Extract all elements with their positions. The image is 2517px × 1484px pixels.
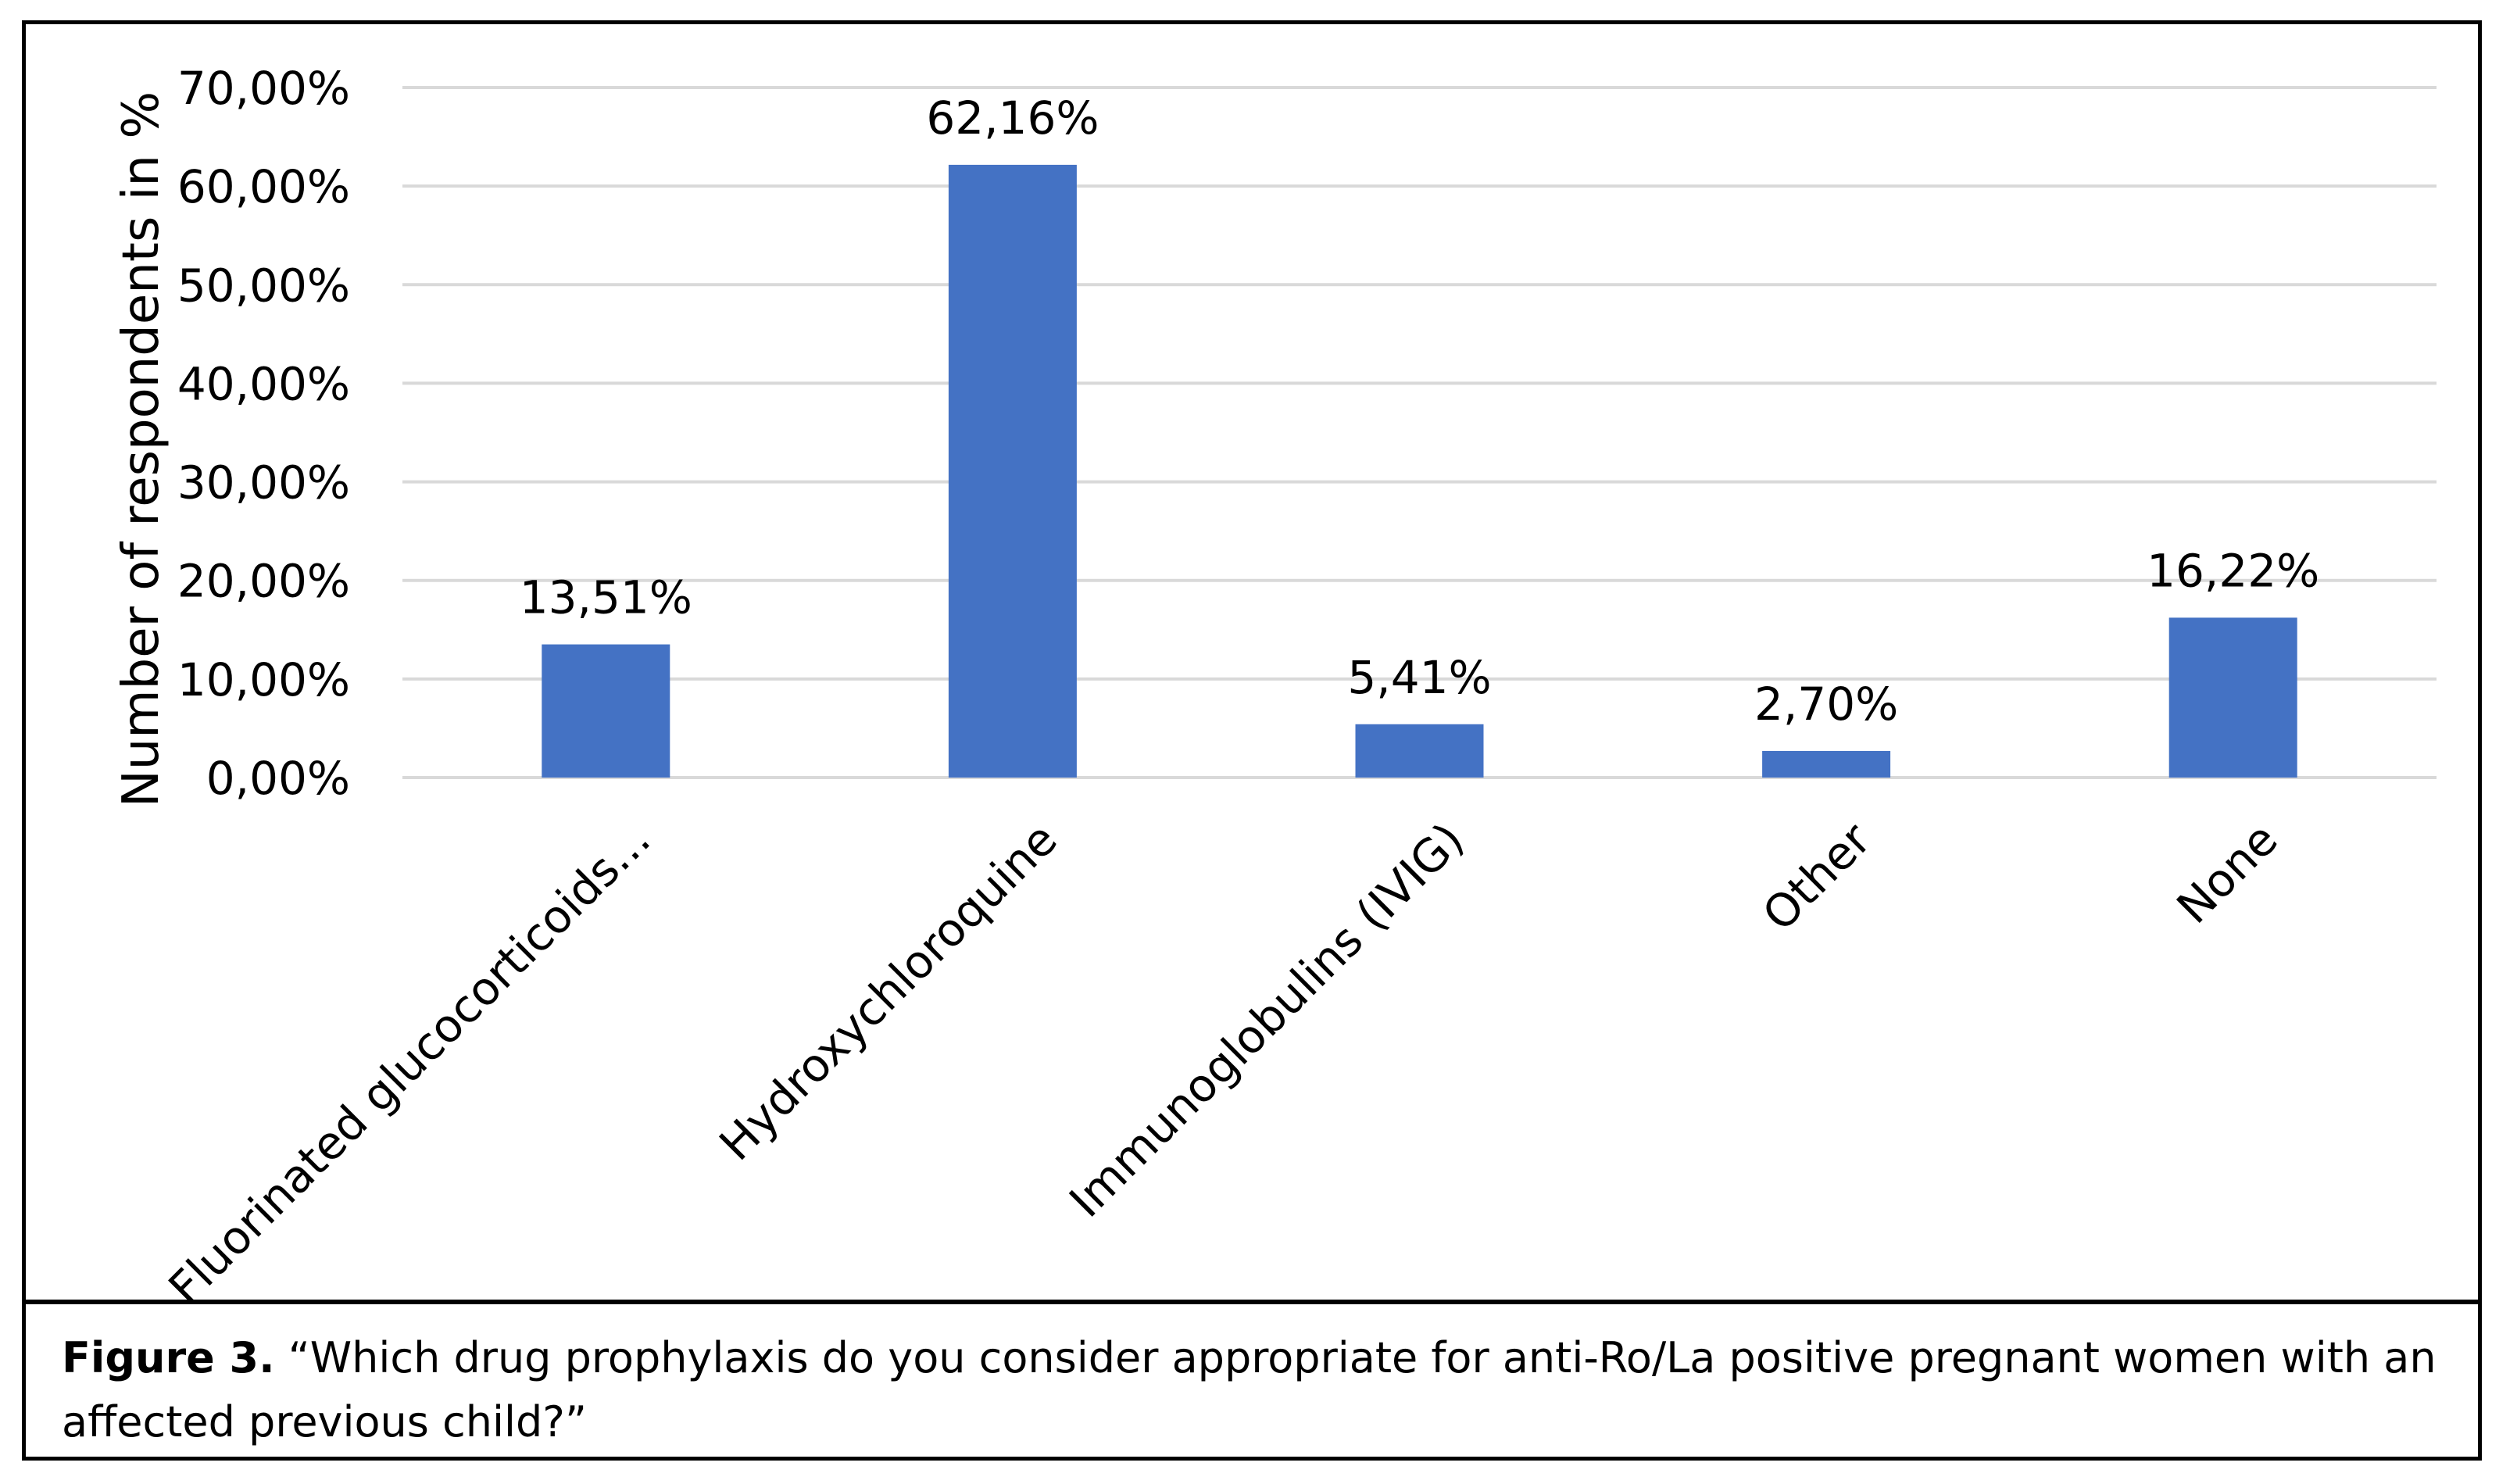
y-tick-label: 30,00% xyxy=(177,456,350,510)
bar xyxy=(542,644,670,778)
data-label: 13,51% xyxy=(520,571,692,624)
x-axis-ticks: Fluorinated glucocorticoids... Hydroxychl… xyxy=(159,813,2288,1300)
figure-caption: Figure 3. “Which drug prophylaxis do you… xyxy=(22,1300,2482,1461)
caption-text: “Which drug prophylaxis do you consider … xyxy=(62,1333,2437,1446)
bar xyxy=(948,164,1077,778)
x-tick-label: Immunoglobulins (IVIG) xyxy=(1059,813,1474,1228)
y-tick-label: 10,00% xyxy=(177,653,350,706)
y-tick-label: 40,00% xyxy=(177,357,350,410)
data-labels: 13,51% 62,16% 5,41% 2,70% 16,22% xyxy=(520,91,2320,731)
bar-chart: 0,00% 10,00% 20,00% 30,00% 40,00% 50,00% 60,00… xyxy=(113,62,2437,1300)
y-axis-ticks: 0,00% 10,00% 20,00% 30,00% 40,00% 50,00% 60,00… xyxy=(177,62,350,805)
x-tick-label: None xyxy=(2167,813,2288,934)
data-label: 5,41% xyxy=(1347,651,1491,704)
x-tick-label: Other xyxy=(1752,813,1881,942)
y-tick-label: 60,00% xyxy=(177,160,350,213)
bar xyxy=(1762,750,1891,778)
data-label: 2,70% xyxy=(1754,678,1898,731)
y-tick-label: 20,00% xyxy=(177,555,350,608)
y-axis-label: Number of respondents in % xyxy=(113,91,170,807)
x-tick-label: Hydroxychloroquine xyxy=(710,813,1067,1171)
x-tick-label: Fluorinated glucocorticoids... xyxy=(159,813,661,1300)
y-tick-label: 0,00% xyxy=(206,752,350,805)
caption-label: Figure 3. xyxy=(62,1333,275,1382)
data-label: 16,22% xyxy=(2147,544,2319,597)
data-label: 62,16% xyxy=(926,91,1099,145)
bars xyxy=(542,164,2297,778)
gridlines xyxy=(402,86,2437,779)
bar xyxy=(2168,617,2297,778)
bar xyxy=(1355,724,1484,778)
y-tick-label: 70,00% xyxy=(177,62,350,115)
y-tick-label: 50,00% xyxy=(177,259,350,312)
